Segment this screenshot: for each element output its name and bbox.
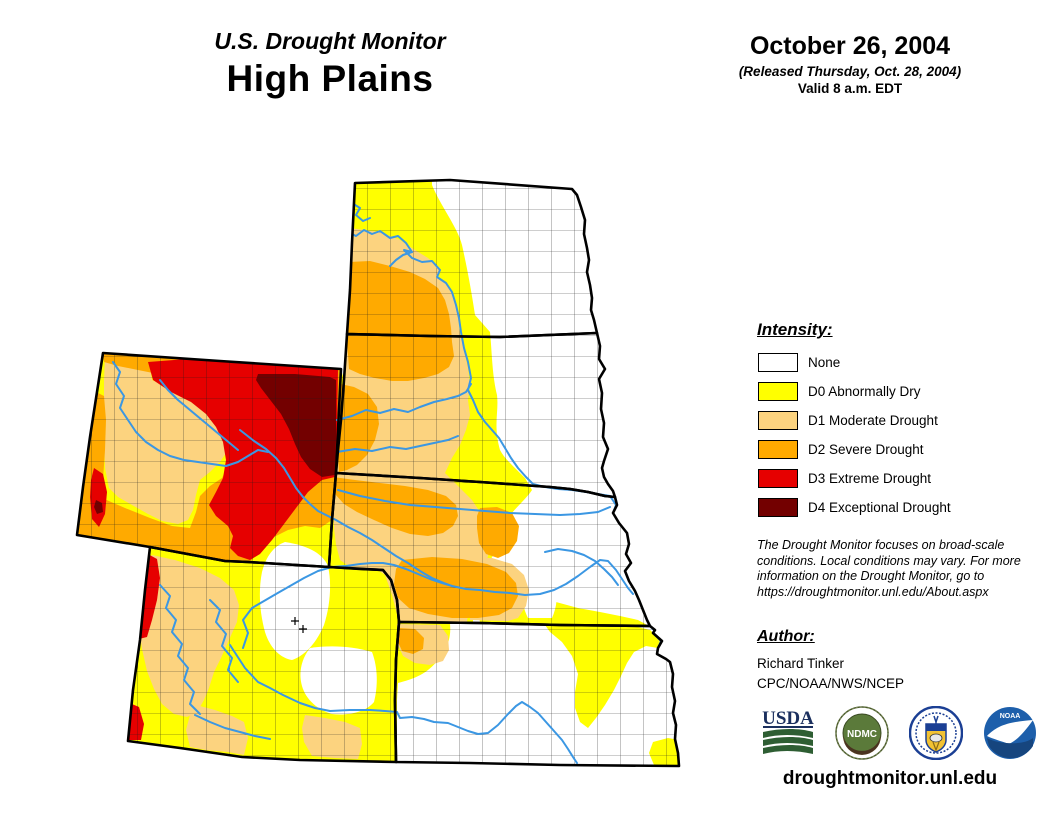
co-mtn-stream-2 [209,599,239,683]
legend-heading: Intensity: [757,320,833,339]
nd-stream [351,202,371,222]
region-title: High Plains [226,58,434,99]
ndmc-logo: NDMC [835,706,889,760]
swatch-d4 [758,498,798,517]
legend-label: D4 Exceptional Drought [808,500,951,515]
wy-river-2 [159,379,239,451]
disclaimer-text: The Drought Monitor focuses on broad-sca… [757,538,1021,599]
arkansas-river [229,644,578,764]
legend-label: D3 Extreme Drought [808,471,932,486]
author-name: Richard Tinker [757,656,845,671]
legend-label: D2 Severe Drought [808,442,924,457]
swatch-none [758,353,798,372]
colorado-border [126,545,401,764]
author-org: CPC/NOAA/NWS/NCEP [757,676,905,691]
co-mtn-stream [159,584,201,715]
legend-label: None [808,355,841,370]
legend-label: D0 Abnormally Dry [808,384,921,399]
elkhorn-river [544,548,619,586]
usda-logo: USDA [762,708,814,754]
map-date: October 26, 2004 [749,32,951,60]
platte-river [451,559,634,596]
noaa-logo: NOAA [984,707,1036,759]
date-block: October 26, 2004 (Released Thursday, Oct… [700,32,1000,96]
rio-grande [194,714,271,740]
footer-url: droughtmonitor.unl.edu [782,768,998,789]
kansas-border [393,620,681,768]
swatch-d3 [758,469,798,488]
doc-logo [909,706,963,760]
swatch-d2 [758,440,798,459]
cheyenne-river [336,383,472,421]
niobrara-river [337,489,611,516]
swatch-d1 [758,411,798,430]
city-marks [291,617,307,633]
white-river [336,435,459,453]
author-heading: Author: [757,628,815,645]
swatch-d0 [758,382,798,401]
lake-arm [389,251,413,267]
page-title: U.S. Drought Monitor [214,28,446,54]
release-date: (Released Thursday, Oct. 28, 2004) [738,64,962,79]
svg-text:NDMC: NDMC [847,729,877,740]
wy-river [112,361,269,467]
valid-time: Valid 8 a.m. EDT [797,81,903,96]
legend-label: D1 Moderate Drought [808,413,938,428]
svg-text:USDA: USDA [762,708,814,729]
state-outlines [75,178,681,768]
svg-text:NOAA: NOAA [1000,713,1021,720]
